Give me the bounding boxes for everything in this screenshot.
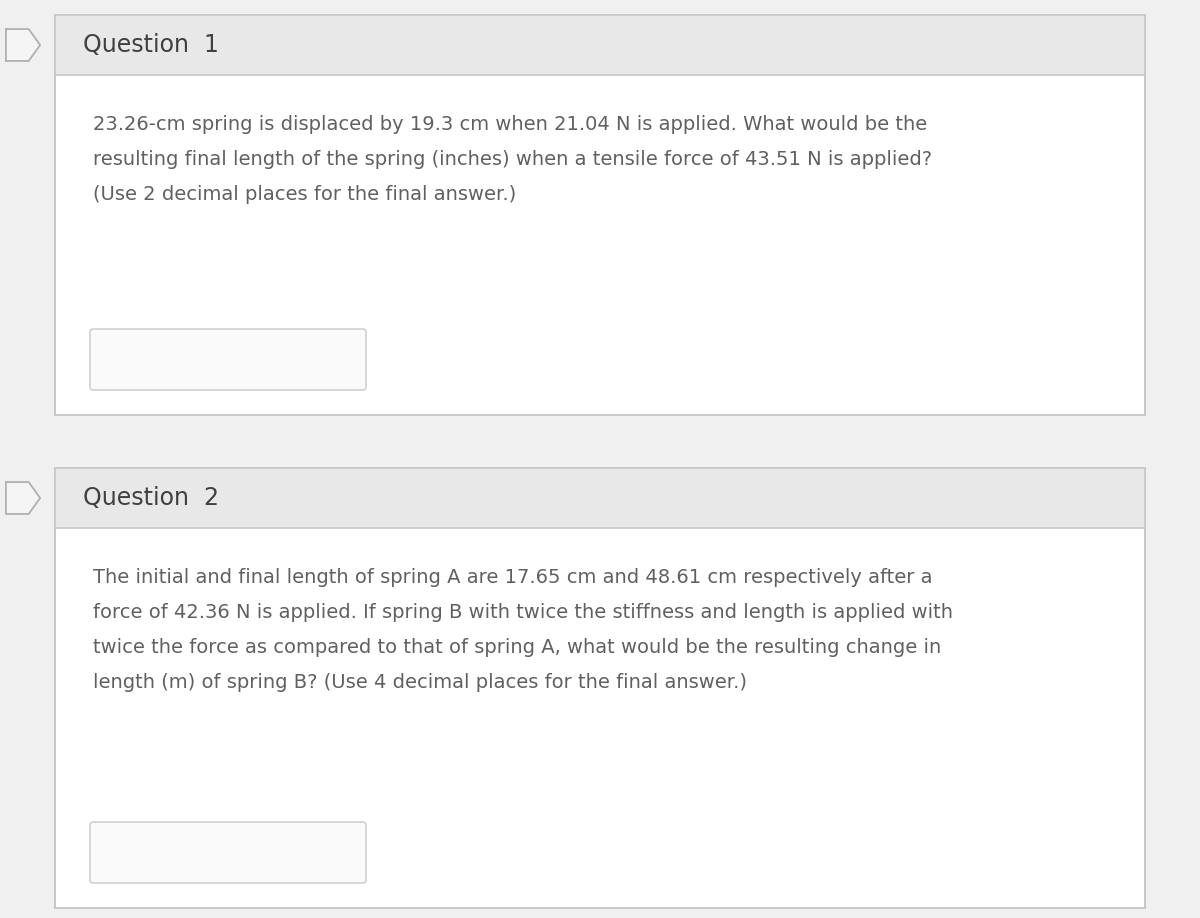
Text: Question  1: Question 1 [83, 33, 218, 57]
FancyBboxPatch shape [90, 329, 366, 390]
Bar [55, 15, 1145, 75]
Polygon shape [6, 29, 40, 61]
Text: Question  2: Question 2 [83, 486, 220, 510]
Text: twice the force as compared to that of spring A, what would be the resulting cha: twice the force as compared to that of s… [94, 638, 941, 657]
Text: resulting final length of the spring (inches) when a tensile force of 43.51 N is: resulting final length of the spring (in… [94, 150, 932, 169]
Bar [55, 468, 1145, 908]
Text: length (m) of spring B? (Use 4 decimal places for the final answer.): length (m) of spring B? (Use 4 decimal p… [94, 673, 746, 692]
Text: (Use 2 decimal places for the final answer.): (Use 2 decimal places for the final answ… [94, 185, 516, 204]
Text: force of 42.36 N is applied. If spring B with twice the stiffness and length is : force of 42.36 N is applied. If spring B… [94, 603, 953, 622]
Text: The initial and final length of spring A are 17.65 cm and 48.61 cm respectively : The initial and final length of spring A… [94, 568, 932, 587]
Polygon shape [6, 482, 40, 514]
Bar [55, 15, 1145, 415]
Bar [55, 468, 1145, 528]
FancyBboxPatch shape [90, 822, 366, 883]
Text: 23.26-cm spring is displaced by 19.3 cm when 21.04 N is applied. What would be t: 23.26-cm spring is displaced by 19.3 cm … [94, 115, 928, 134]
